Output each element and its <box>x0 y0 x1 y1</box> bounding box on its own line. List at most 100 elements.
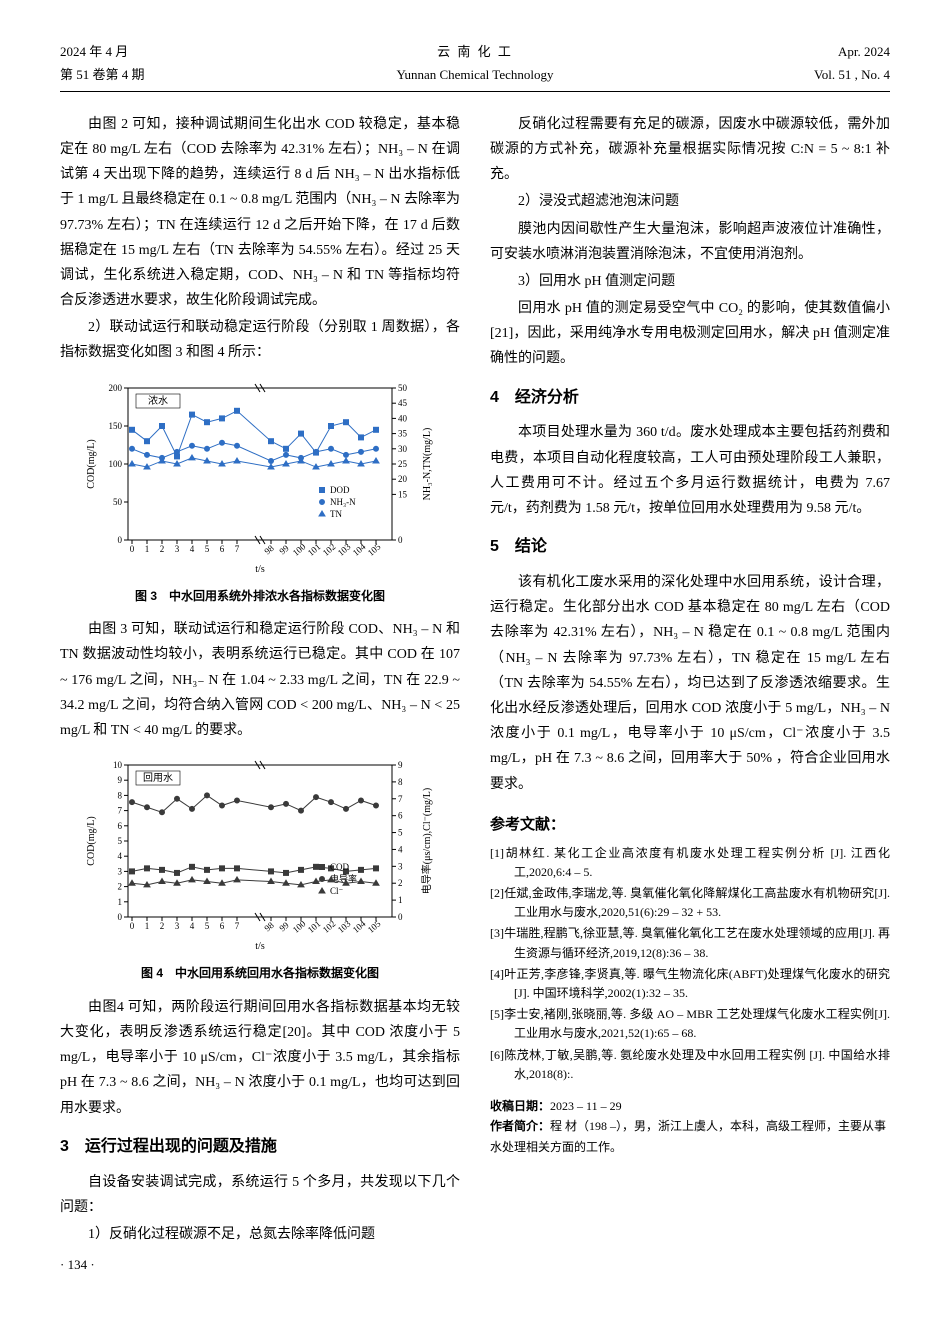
svg-text:3: 3 <box>118 867 123 877</box>
svg-text:7: 7 <box>235 921 240 931</box>
svg-text:0: 0 <box>398 912 403 922</box>
svg-text:1: 1 <box>145 544 150 554</box>
para-l5: 自设备安装调试完成，系统运行 5 个多月，共发现以下几个问题： <box>60 1170 460 1220</box>
svg-text:COD: COD <box>330 862 350 872</box>
svg-text:98: 98 <box>262 920 276 934</box>
svg-text:40: 40 <box>398 413 408 423</box>
references-title: 参考文献： <box>490 811 890 838</box>
svg-text:150: 150 <box>109 421 123 431</box>
svg-text:35: 35 <box>398 428 408 438</box>
svg-text:8: 8 <box>398 777 403 787</box>
figure-4-chart: 0123456789100123456789012345679899100101… <box>80 753 440 953</box>
svg-text:200: 200 <box>109 383 123 393</box>
svg-text:30: 30 <box>398 443 408 453</box>
svg-text:1: 1 <box>118 897 123 907</box>
svg-text:回用水: 回用水 <box>143 772 173 784</box>
svg-text:6: 6 <box>220 921 225 931</box>
para-l2: 2）联动试运行和联动稳定运行阶段（分别取 1 周数据），各指标数据变化如图 3 … <box>60 315 460 365</box>
svg-text:7: 7 <box>118 806 123 816</box>
svg-text:0: 0 <box>130 921 135 931</box>
svg-text:3: 3 <box>398 862 403 872</box>
figure-3-chart: 0501001502000152025303540455001234567989… <box>80 376 440 576</box>
svg-text:COD(mg/L): COD(mg/L) <box>86 816 97 865</box>
svg-text:45: 45 <box>398 398 408 408</box>
svg-text:7: 7 <box>235 544 240 554</box>
svg-text:100: 100 <box>109 459 123 469</box>
header-date-cn: 2024 年 4 月 <box>60 40 210 63</box>
svg-text:6: 6 <box>398 811 403 821</box>
svg-text:2: 2 <box>160 921 165 931</box>
svg-text:105: 105 <box>366 541 383 558</box>
right-column: 反硝化过程需要有充足的碳源，因废水中碳源较低，需外加碳源的方式补充，碳源补充量根… <box>490 112 890 1277</box>
header-center: 云 南 化 工 Yunnan Chemical Technology <box>210 40 740 87</box>
para-l1: 由图 2 可知，接种调试期间生化出水 COD 较稳定，基本稳定在 80 mg/L… <box>60 112 460 314</box>
para-r6: 本项目处理水量为 360 t/d。废水处理成本主要包括药剂费和电费，本项目自动化… <box>490 420 890 521</box>
svg-text:5: 5 <box>118 836 123 846</box>
svg-text:6: 6 <box>118 821 123 831</box>
svg-text:50: 50 <box>398 383 408 393</box>
svg-text:0: 0 <box>118 535 123 545</box>
header-right: Apr. 2024 Vol. 51 , No. 4 <box>740 40 890 87</box>
section-5-title: 5 结论 <box>490 533 890 562</box>
svg-text:4: 4 <box>398 845 403 855</box>
svg-text:99: 99 <box>277 920 291 934</box>
svg-text:1: 1 <box>145 921 150 931</box>
reference-item: [3]牛瑞胜,程鹏飞,徐亚慧,等. 臭氧催化氧化工艺在废水处理领域的应用[J].… <box>490 924 890 962</box>
svg-text:0: 0 <box>118 912 123 922</box>
svg-text:15: 15 <box>398 489 408 499</box>
para-r4: 3）回用水 pH 值测定问题 <box>490 269 890 294</box>
svg-text:DOD: DOD <box>330 485 350 495</box>
svg-text:98: 98 <box>262 542 276 556</box>
svg-text:TN: TN <box>330 509 342 519</box>
reference-item: [5]李士安,褚刚,张晓丽,等. 多级 AO – MBR 工艺处理煤气化废水工程… <box>490 1005 890 1043</box>
header-date-en: Apr. 2024 <box>740 40 890 63</box>
svg-text:t/s: t/s <box>255 941 265 952</box>
page-number: · 134 · <box>60 1253 460 1276</box>
svg-text:105: 105 <box>366 918 383 935</box>
svg-text:50: 50 <box>113 497 123 507</box>
svg-text:8: 8 <box>118 791 123 801</box>
header-volume-cn: 第 51 卷第 4 期 <box>60 63 210 86</box>
footer-info: 收稿日期：2023 – 11 – 29 作者简介：程 材（198 –），男，浙江… <box>490 1096 890 1157</box>
svg-text:20: 20 <box>398 474 408 484</box>
section-4-title: 4 经济分析 <box>490 384 890 413</box>
svg-text:4: 4 <box>190 921 195 931</box>
svg-text:t/s: t/s <box>255 564 265 575</box>
receive-date-label: 收稿日期： <box>490 1099 550 1113</box>
svg-text:2: 2 <box>118 882 123 892</box>
svg-text:3: 3 <box>175 544 180 554</box>
svg-text:7: 7 <box>398 794 403 804</box>
svg-text:3: 3 <box>175 921 180 931</box>
reference-item: [1]胡林红. 某化工企业高浓度有机废水处理工程实例分析 [J]. 江西化工,2… <box>490 844 890 882</box>
para-r5: 回用水 pH 值的测定易受空气中 CO₂ 的影响，使其数值偏小[21]，因此，采… <box>490 296 890 372</box>
section-3-title: 3 运行过程出现的问题及措施 <box>60 1133 460 1162</box>
svg-text:NH₃-N: NH₃-N <box>330 497 356 507</box>
svg-text:0: 0 <box>398 535 403 545</box>
svg-text:0: 0 <box>130 544 135 554</box>
svg-text:5: 5 <box>398 828 403 838</box>
figure-4-caption: 图 4 中水回用系统回用水各指标数据变化图 <box>60 963 460 985</box>
left-column: 由图 2 可知，接种调试期间生化出水 COD 较稳定，基本稳定在 80 mg/L… <box>60 112 460 1277</box>
svg-text:5: 5 <box>205 544 210 554</box>
reference-item: [2]任斌,金政伟,李瑞龙,等. 臭氧催化氧化降解煤化工高盐废水有机物研究[J]… <box>490 884 890 922</box>
svg-text:2: 2 <box>398 878 403 888</box>
svg-text:COD(mg/L): COD(mg/L) <box>86 439 97 488</box>
svg-text:电导率(μs/cm),Cl⁻(mg/L): 电导率(μs/cm),Cl⁻(mg/L) <box>420 788 433 894</box>
svg-text:9: 9 <box>118 775 123 785</box>
para-r1: 反硝化过程需要有充足的碳源，因废水中碳源较低，需外加碳源的方式补充，碳源补充量根… <box>490 112 890 188</box>
svg-text:4: 4 <box>190 544 195 554</box>
para-l4: 由图4 可知，两阶段运行期间回用水各指标数据基本均无较大变化，表明反渗透系统运行… <box>60 995 460 1121</box>
references-list: [1]胡林红. 某化工企业高浓度有机废水处理工程实例分析 [J]. 江西化工,2… <box>490 844 890 1084</box>
svg-text:1: 1 <box>398 895 403 905</box>
para-r2: 2）浸没式超滤池泡沫问题 <box>490 189 890 214</box>
svg-text:NH₃-N,TN(mg/L): NH₃-N,TN(mg/L) <box>422 427 433 500</box>
journal-cn: 云 南 化 工 <box>210 40 740 63</box>
reference-item: [6]陈茂林,丁敏,吴鹏,等. 氨纶废水处理及中水回用工程实例 [J]. 中国给… <box>490 1046 890 1084</box>
svg-text:25: 25 <box>398 459 408 469</box>
page-header: 2024 年 4 月 第 51 卷第 4 期 云 南 化 工 Yunnan Ch… <box>60 40 890 92</box>
svg-text:6: 6 <box>220 544 225 554</box>
svg-text:2: 2 <box>160 544 165 554</box>
para-l3: 由图 3 可知，联动试运行和稳定运行阶段 COD、NH₃ – N 和 TN 数据… <box>60 617 460 743</box>
svg-text:5: 5 <box>205 921 210 931</box>
svg-text:Cl⁻: Cl⁻ <box>330 886 344 896</box>
